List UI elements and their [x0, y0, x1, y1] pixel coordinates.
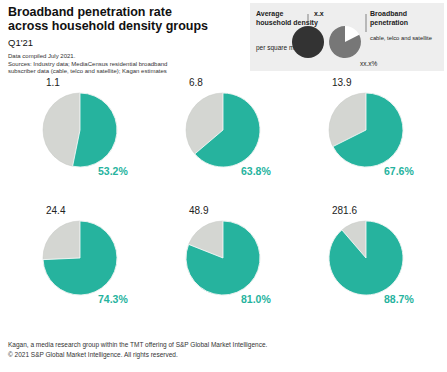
density-label: 48.9 [189, 205, 209, 216]
data-label: 67.6% [384, 165, 414, 177]
key-sub: cable, telco and satellite [370, 35, 432, 41]
key-pie-slice [329, 26, 361, 58]
density-label: 1.1 [46, 77, 60, 88]
pie-slice [195, 93, 260, 167]
pie-slice [329, 221, 403, 295]
key-label: penetration [370, 19, 408, 27]
key-example: xx.x% [360, 60, 378, 67]
title: across household density groups [8, 19, 208, 33]
key-label: Average [256, 10, 283, 18]
key-pie-base [329, 26, 361, 58]
pie-base [329, 93, 403, 167]
key-leader [308, 14, 309, 24]
key-label: Broadband [370, 10, 407, 17]
density-label: 13.9 [332, 77, 352, 88]
density-label: 281.6 [332, 205, 357, 216]
data-label: 53.2% [98, 165, 128, 177]
density-label: 6.8 [189, 77, 203, 88]
note: Data compiled July 2021. [8, 53, 76, 59]
pie [43, 221, 117, 295]
pie-slice [186, 221, 260, 295]
note: subscriber data (cable, telco and satell… [8, 68, 167, 74]
subtitle: Q1'21 [8, 37, 33, 48]
data-label: 74.3% [98, 293, 128, 305]
pie-slice [73, 93, 117, 167]
key-leader [366, 14, 367, 32]
pie [186, 221, 260, 295]
pie-slice [333, 93, 403, 167]
pie [329, 93, 403, 167]
key-density-circle [292, 26, 324, 58]
labels: 1.1 53.2% 6.8 63.8% 13.9 67.6% 24.4 74.3% 48.9 81… [46, 77, 414, 305]
pie [43, 93, 117, 167]
title: Broadband penetration rate [8, 5, 172, 19]
pie-base [186, 93, 260, 167]
pie-base [43, 93, 117, 167]
pies [43, 93, 403, 295]
pie [329, 221, 403, 295]
pie-slice [43, 221, 117, 295]
footer: © 2021 S&P Global Market Intelligence. A… [8, 351, 178, 359]
key-example: x.x [314, 10, 324, 17]
chart: Broadband penetration rateacross househo… [0, 0, 447, 372]
data-label: 63.8% [241, 165, 271, 177]
note: Sources: Industry data; MediaCensus resi… [8, 61, 167, 67]
data-label: 81.0% [241, 293, 271, 305]
density-label: 24.4 [46, 205, 66, 216]
footer: Kagan, a media research group within the… [8, 341, 267, 349]
pie-base [186, 221, 260, 295]
key: Averagehousehold densityper square milex… [250, 3, 444, 71]
pie-base [43, 221, 117, 295]
key-box [250, 3, 444, 71]
pie [186, 93, 260, 167]
data-label: 88.7% [384, 293, 414, 305]
pie-base [329, 221, 403, 295]
key-label: household density [256, 19, 318, 27]
